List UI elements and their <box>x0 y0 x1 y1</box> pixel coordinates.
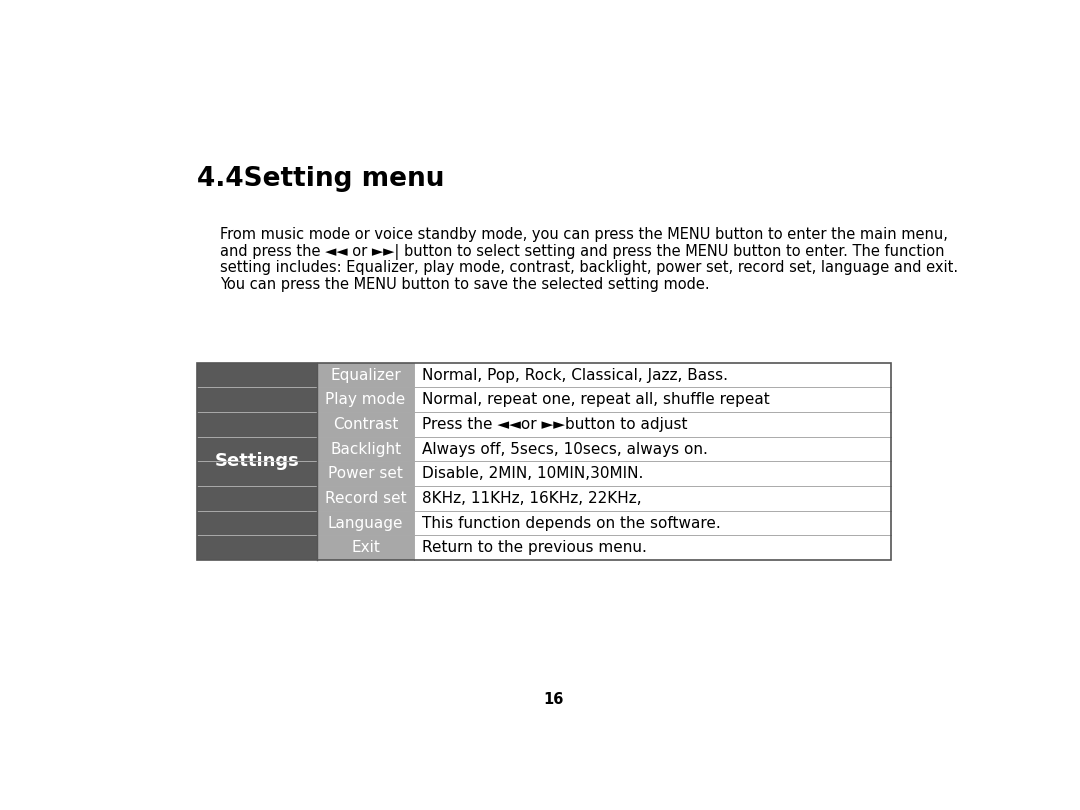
Text: Settings: Settings <box>215 453 299 471</box>
Text: You can press the MENU button to save the selected setting mode.: You can press the MENU button to save th… <box>220 277 710 292</box>
Text: Press the ◄◄or ►►button to adjust: Press the ◄◄or ►►button to adjust <box>422 417 687 432</box>
Text: 8KHz, 11KHz, 16KHz, 22KHz,: 8KHz, 11KHz, 16KHz, 22KHz, <box>422 491 642 506</box>
Bar <box>197 363 318 560</box>
Text: Return to the previous menu.: Return to the previous menu. <box>422 540 647 555</box>
Text: Normal, Pop, Rock, Classical, Jazz, Bass.: Normal, Pop, Rock, Classical, Jazz, Bass… <box>422 368 728 382</box>
Text: Play mode: Play mode <box>325 392 406 407</box>
Text: and press the ◄◄ or ►►| button to select setting and press the MENU button to en: and press the ◄◄ or ►►| button to select… <box>220 244 945 259</box>
Text: Power set: Power set <box>328 467 403 481</box>
Text: 4.4Setting menu: 4.4Setting menu <box>197 167 445 193</box>
Bar <box>414 363 891 387</box>
Bar <box>318 363 414 387</box>
Text: Backlight: Backlight <box>330 441 401 457</box>
Text: Always off, 5secs, 10secs, always on.: Always off, 5secs, 10secs, always on. <box>422 441 707 457</box>
Text: This function depends on the software.: This function depends on the software. <box>422 515 720 531</box>
Bar <box>318 387 414 412</box>
Bar <box>318 437 414 462</box>
Text: setting includes: Equalizer, play mode, contrast, backlight, power set, record s: setting includes: Equalizer, play mode, … <box>220 261 958 275</box>
Bar <box>414 387 891 412</box>
Bar <box>414 510 891 535</box>
Text: Contrast: Contrast <box>333 417 399 432</box>
Bar <box>197 363 891 560</box>
Bar <box>318 486 414 510</box>
Bar <box>318 510 414 535</box>
Bar <box>414 486 891 510</box>
Text: From music mode or voice standby mode, you can press the MENU button to enter th: From music mode or voice standby mode, y… <box>220 227 948 241</box>
Bar <box>414 462 891 486</box>
Bar <box>414 412 891 437</box>
Bar <box>414 437 891 462</box>
Bar <box>318 535 414 560</box>
Text: Disable, 2MIN, 10MIN,30MIN.: Disable, 2MIN, 10MIN,30MIN. <box>422 467 643 481</box>
Text: Normal, repeat one, repeat all, shuffle repeat: Normal, repeat one, repeat all, shuffle … <box>422 392 769 407</box>
Bar <box>318 462 414 486</box>
Text: Equalizer: Equalizer <box>330 368 401 382</box>
Text: Exit: Exit <box>351 540 380 555</box>
Bar <box>414 535 891 560</box>
Bar <box>318 412 414 437</box>
Text: Language: Language <box>328 515 403 531</box>
Text: Record set: Record set <box>325 491 406 506</box>
Text: 16: 16 <box>543 692 564 706</box>
